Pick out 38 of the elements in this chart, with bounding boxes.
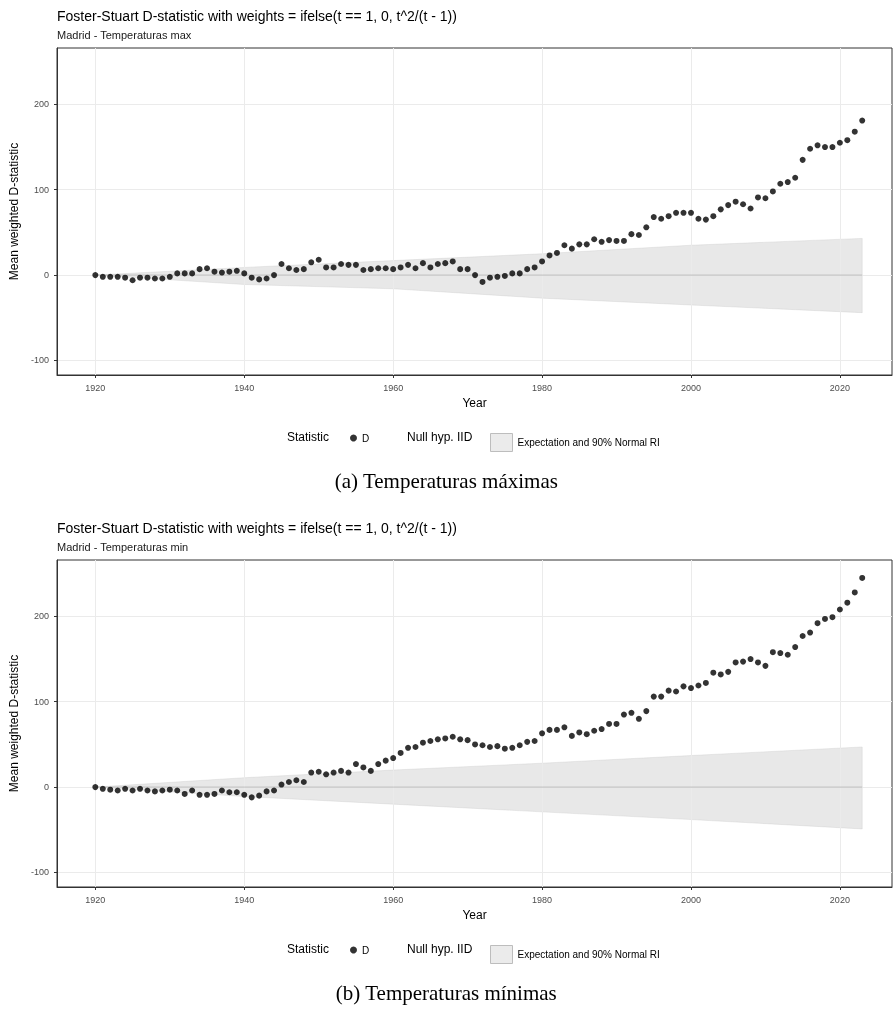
legend-label: D [362, 944, 370, 956]
text: (b) Temperaturas mínimas [335, 980, 557, 1005]
x-axis-title: Year [462, 908, 487, 922]
x-tick-label: 1940 [234, 382, 255, 393]
text: (a) Temperaturas máximas [334, 468, 558, 493]
x-tick-label: 1920 [85, 382, 106, 393]
text: Null hyp. IID [407, 942, 473, 956]
chart-subtitle: Madrid - Temperaturas min [57, 540, 189, 553]
y-tick-label: 200 [33, 99, 49, 110]
chart-subtitle: Madrid - Temperaturas max [57, 28, 192, 41]
legend-label: Expectation and 90% Normal RI [517, 437, 660, 448]
y-tick-label: -100 [30, 867, 49, 878]
x-tick-label: 2020 [829, 382, 850, 393]
y-tick-label: 100 [33, 696, 49, 707]
x-tick-label: 1960 [383, 382, 404, 393]
chart-title: Foster-Stuart D-statistic with weights = ifelse(t == 1, 0, t^2/(t - 1)) [57, 8, 457, 24]
chart-title: Foster-Stuart D-statistic with weights = ifelse(t == 1, 0, t^2/(t - 1)) [57, 520, 457, 536]
y-tick-label: -100 [30, 355, 49, 366]
y-tick-label: 200 [33, 611, 49, 622]
y-tick-label: 100 [33, 184, 49, 195]
legend-title: Statistic [287, 430, 330, 444]
y-axis-title: Mean weighted D-statistic [7, 142, 22, 281]
x-tick-label: 2000 [680, 382, 701, 393]
x-tick-label: 1920 [85, 894, 106, 905]
x-tick-label: 2020 [829, 894, 850, 905]
x-axis-title: Year [462, 396, 487, 410]
legend-title: Statistic [287, 942, 330, 956]
text: Null hyp. IID [407, 430, 473, 444]
y-tick-label: 0 [43, 270, 49, 281]
x-tick-label: 1980 [532, 894, 553, 905]
legend-label: Expectation and 90% Normal RI [517, 949, 660, 960]
legend-label: D [362, 432, 370, 444]
x-tick-label: 2000 [680, 894, 701, 905]
x-tick-label: 1960 [383, 894, 404, 905]
y-axis-title: Mean weighted D-statistic [7, 654, 22, 793]
x-tick-label: 1940 [234, 894, 255, 905]
x-tick-label: 1980 [532, 382, 553, 393]
y-tick-label: 0 [43, 782, 49, 793]
